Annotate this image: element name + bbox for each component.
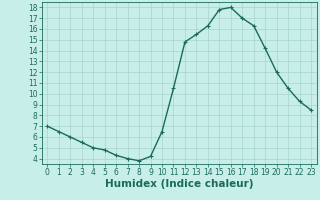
X-axis label: Humidex (Indice chaleur): Humidex (Indice chaleur) <box>105 179 253 189</box>
